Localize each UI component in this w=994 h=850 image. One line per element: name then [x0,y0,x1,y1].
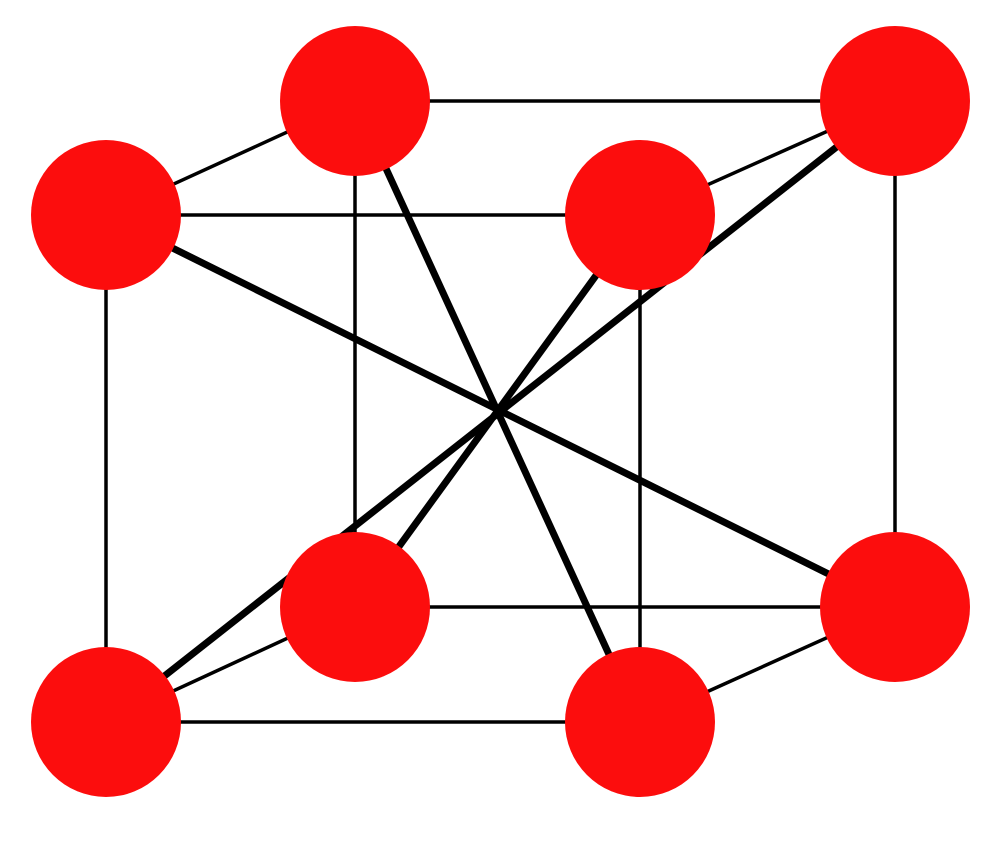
vertex-node [565,140,715,290]
vertex-node [280,532,430,682]
cube-diagram [0,0,994,850]
vertex-node [31,647,181,797]
vertex-node [820,26,970,176]
vertex-node [565,647,715,797]
vertex-node [820,532,970,682]
vertex-node [31,140,181,290]
vertex-node [280,26,430,176]
